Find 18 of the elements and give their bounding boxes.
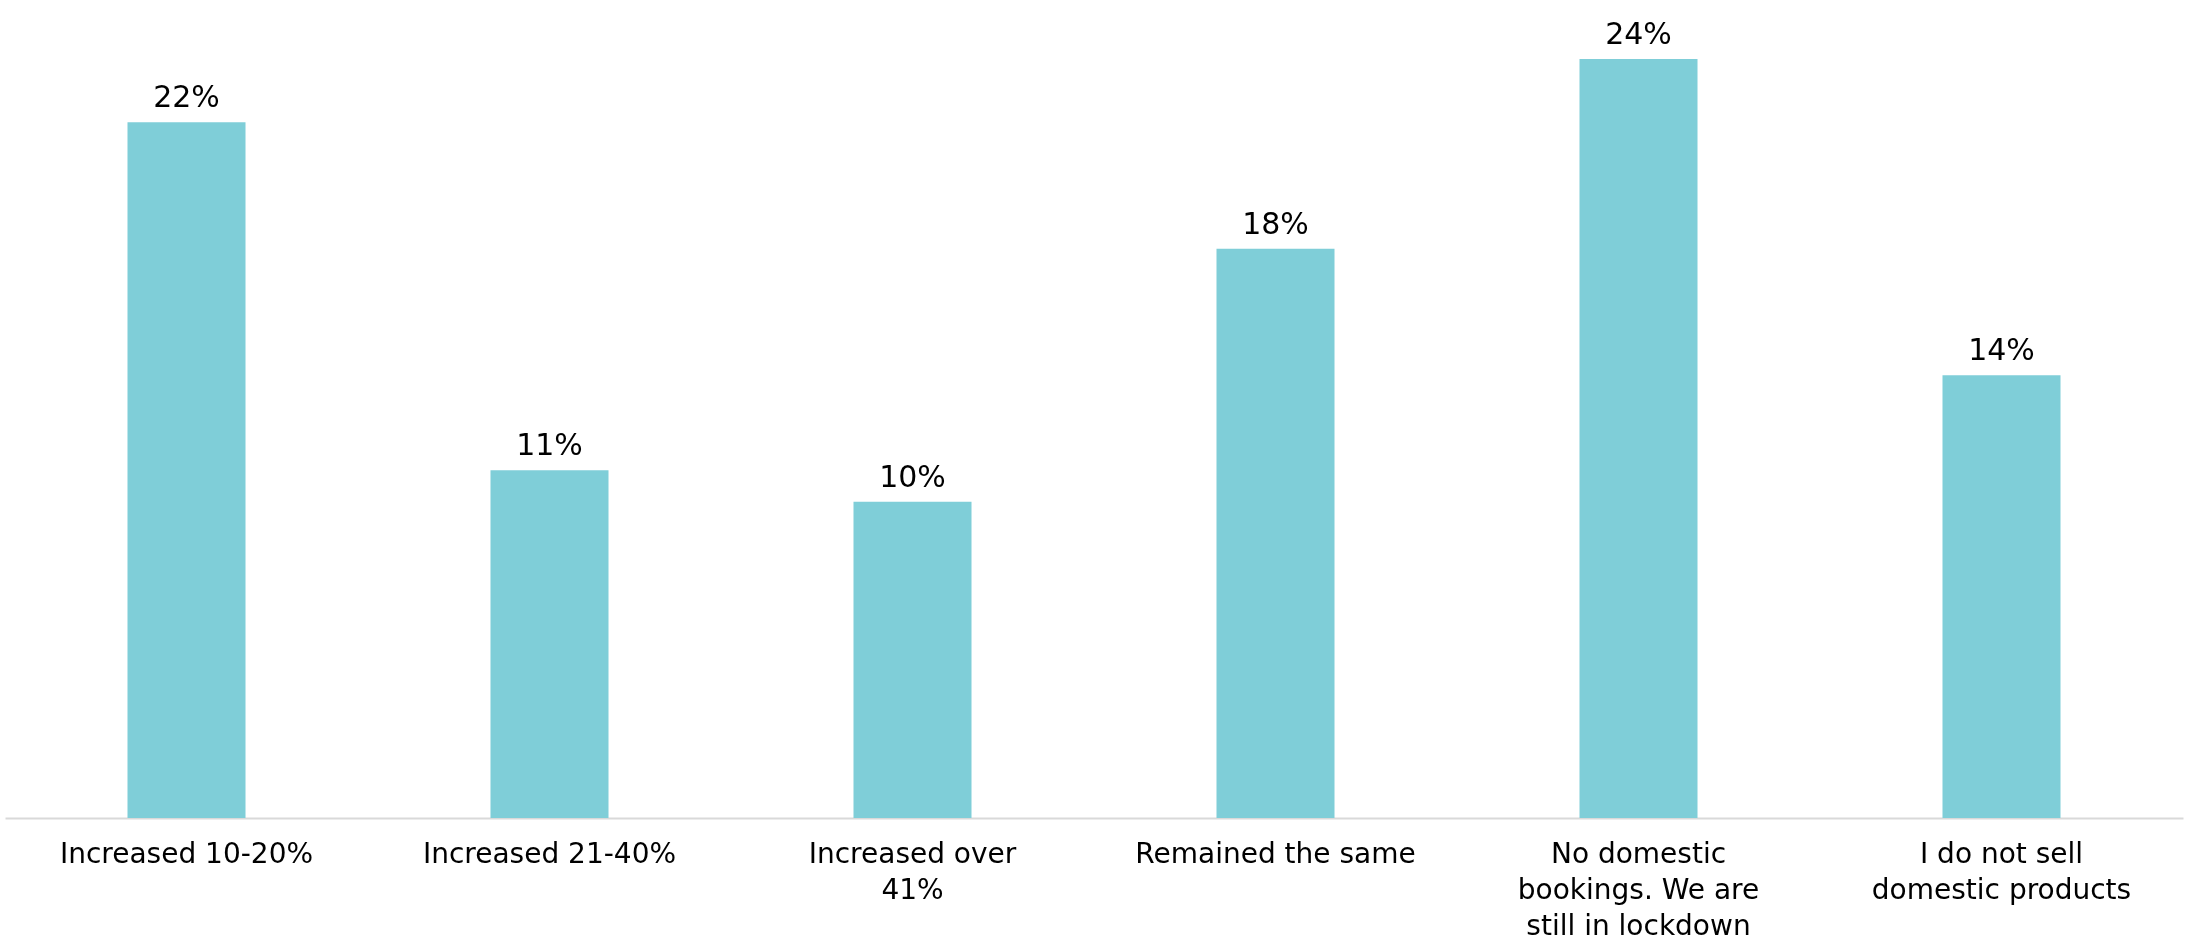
x-tick-label: No domestic bookings. We are still in lockdown (1517, 836, 1760, 942)
data-label: 10% (879, 458, 946, 494)
data-label: 11% (516, 427, 583, 463)
bar (490, 470, 609, 818)
x-tick-label: Remained the same (1135, 836, 1416, 870)
data-label: 22% (153, 79, 220, 115)
data-label: 14% (1968, 332, 2035, 368)
bar (127, 122, 246, 818)
x-tick-label: Increased over 41% (808, 836, 1017, 906)
bar (1216, 248, 1335, 818)
data-label: 24% (1605, 16, 1672, 51)
x-tick-label: I do not sell domestic products (1871, 836, 2132, 906)
x-tick-label: Increased 21-40% (422, 836, 677, 870)
x-tick-label: Increased 10-20% (59, 836, 314, 870)
bar (1942, 375, 2061, 818)
data-label: 18% (1242, 205, 1309, 241)
bar (1579, 59, 1698, 818)
bar (853, 501, 972, 818)
